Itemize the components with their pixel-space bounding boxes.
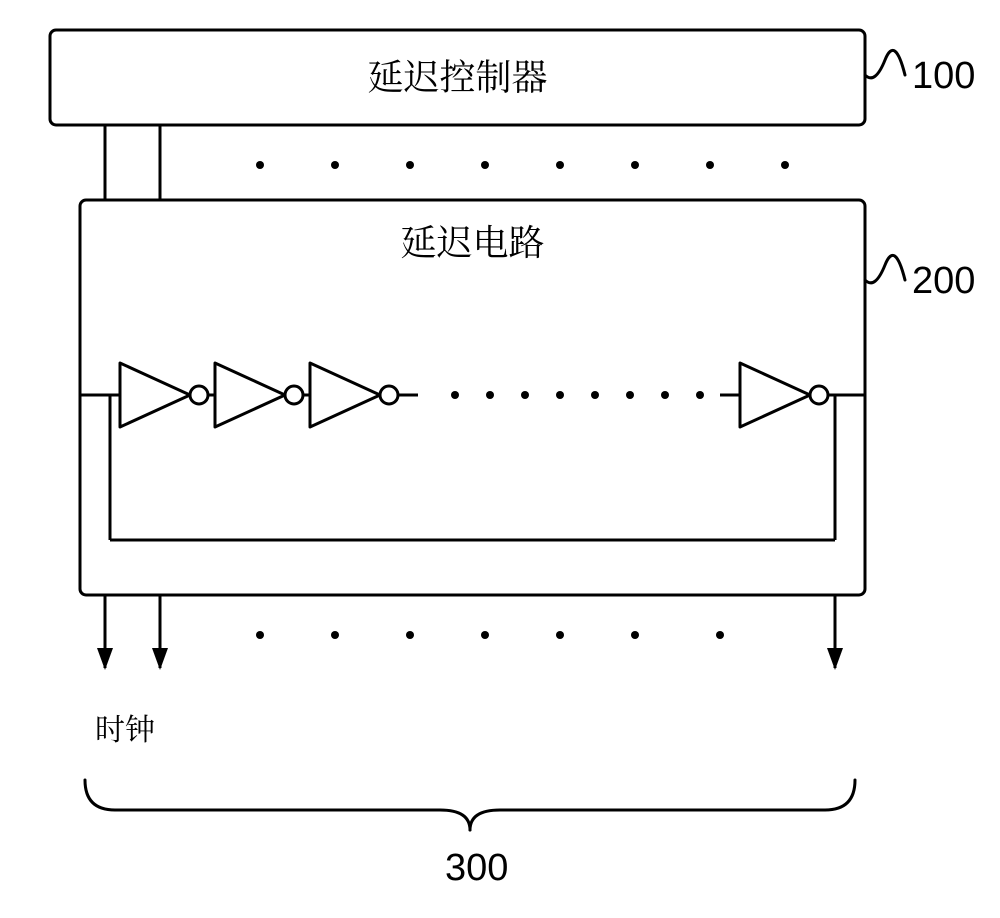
output-bus-ref: 300 [445, 847, 508, 889]
clock-label: 时钟 [95, 705, 155, 749]
controller-ref: 100 [912, 55, 975, 97]
delay-circuit-ref: 200 [912, 260, 975, 302]
delay-circuit-label: 延迟电路 [400, 215, 544, 266]
controller-label: 延迟控制器 [367, 50, 547, 101]
